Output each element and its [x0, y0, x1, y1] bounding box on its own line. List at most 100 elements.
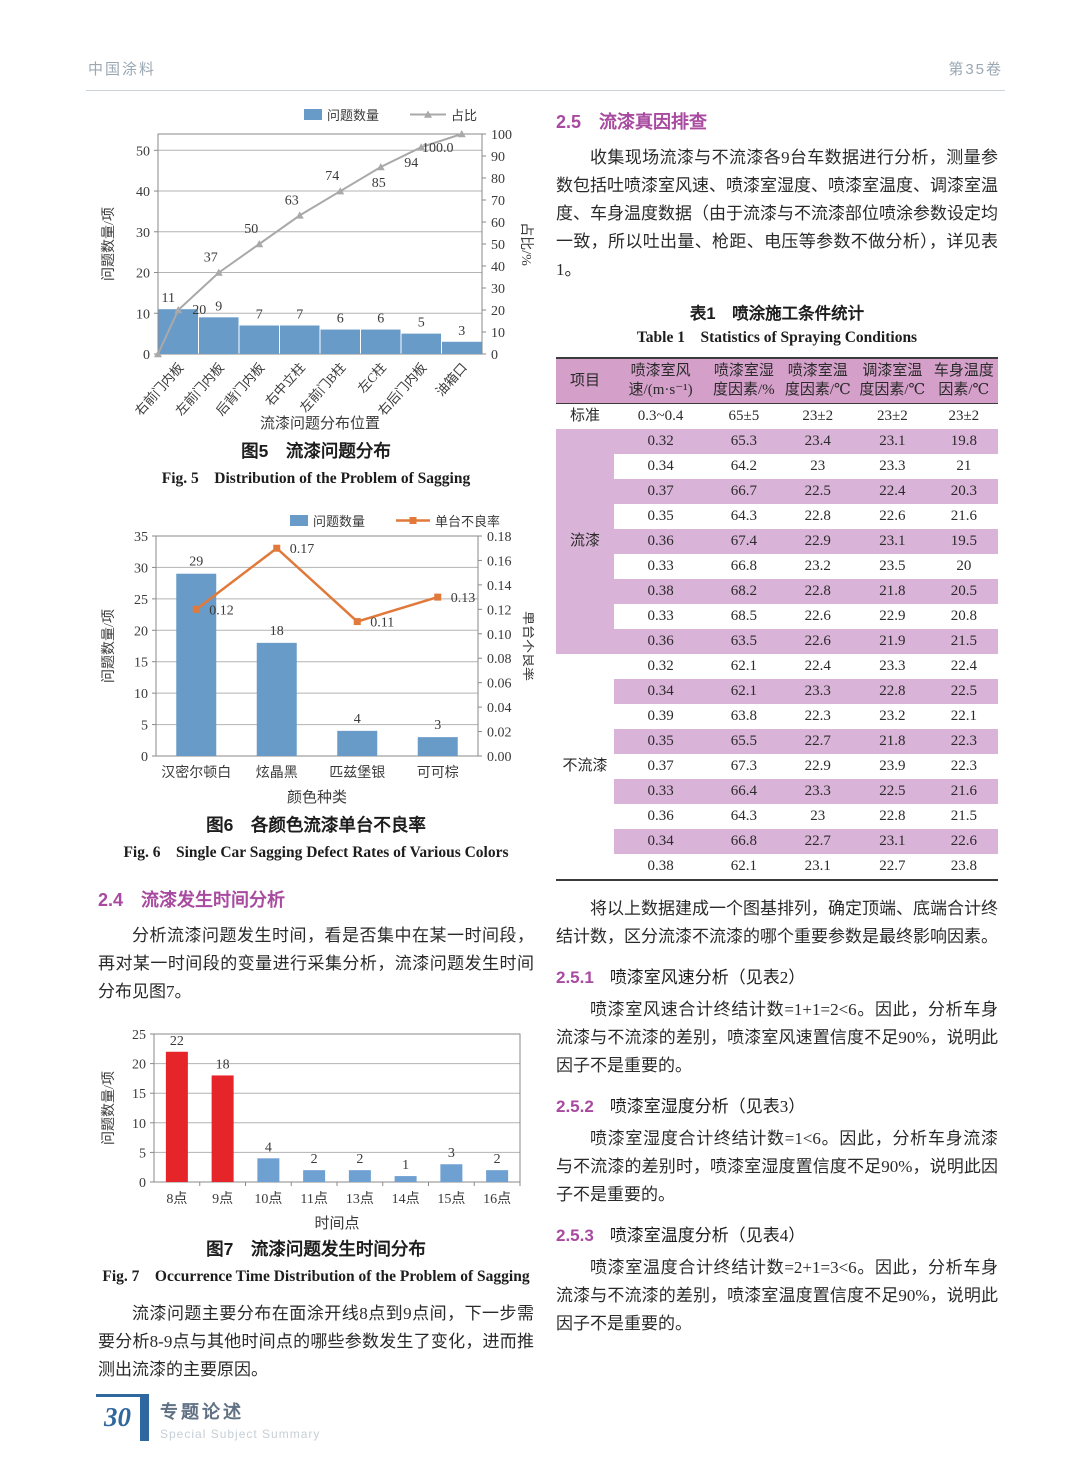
table-cell: 65.3	[707, 429, 781, 454]
volume-number: 第35卷	[948, 61, 1003, 78]
figure5-caption-en: Fig. 5 Distribution of the Problem of Sa…	[161, 470, 471, 487]
table-cell: 0.35	[647, 508, 674, 524]
svg-text:0.08: 0.08	[487, 652, 512, 667]
page-number: 30	[104, 1402, 131, 1432]
svg-text:80: 80	[491, 172, 505, 187]
table-row: 0.34 66.8 22.7 23.1 22.6	[556, 829, 998, 854]
svg-text:3: 3	[448, 1146, 455, 1161]
table-cell: 23	[810, 808, 826, 824]
table-row: 0.36 64.3 23 22.8 21.5	[556, 804, 998, 829]
table-cell: 23	[810, 458, 826, 474]
table-standard-row: 标准 0.3~0.4 65±5 23±2 23±2 23±2	[556, 404, 998, 430]
table-cell: 68.2	[707, 579, 781, 604]
svg-text:20: 20	[132, 1058, 146, 1073]
table-cell: 20.3	[929, 479, 998, 504]
table-row: 0.38 62.1 23.1 22.7 23.8	[556, 854, 998, 880]
table-cell: 22.4	[804, 658, 831, 674]
table-cell: 0.39	[647, 708, 674, 724]
svg-text:6: 6	[337, 312, 344, 327]
table-cell: 19.8	[929, 429, 998, 454]
svg-text:94: 94	[404, 156, 418, 171]
page-footer: 30 专题论述 Special Subject Summary	[96, 1394, 320, 1441]
svg-text:0.02: 0.02	[487, 726, 512, 741]
table-cell: 20.8	[950, 608, 977, 624]
svg-text:油箱口: 油箱口	[433, 360, 470, 399]
svg-text:6: 6	[377, 312, 384, 327]
section-2-5-number: 2.5	[556, 112, 582, 132]
figure7-caption-cn: 图7 流漆问题发生时间分布	[206, 1239, 426, 1259]
section-2-5-1-title: 喷漆室风速分析（见表2）	[609, 968, 806, 987]
svg-text:汉密尔顿白: 汉密尔顿白	[161, 764, 231, 781]
svg-text:问题数量/项: 问题数量/项	[101, 1071, 117, 1145]
table-cell: 23.3	[879, 658, 906, 674]
svg-text:9: 9	[215, 299, 222, 314]
svg-text:50: 50	[244, 222, 258, 237]
table-cell: 22.6	[879, 508, 906, 524]
table-cell: 22.7	[879, 858, 906, 874]
svg-text:18: 18	[216, 1057, 230, 1072]
table-cell: 22.6	[804, 608, 831, 624]
svg-text:占比/%: 占比/%	[518, 222, 534, 266]
section-2-5-title: 流漆真因排查	[599, 112, 708, 132]
table-cell: 22.4	[950, 658, 977, 674]
svg-text:7: 7	[296, 307, 303, 322]
svg-text:0.04: 0.04	[487, 701, 512, 716]
table-cell: 66.8	[730, 558, 757, 574]
table-row: 不流漆 0.32 62.1 22.4 23.3 22.4	[556, 654, 998, 774]
table-cell: 0.34	[647, 458, 674, 474]
svg-text:9点: 9点	[212, 1191, 233, 1207]
group-label: 流漆	[556, 429, 614, 654]
table-cell: 0.36	[614, 629, 708, 654]
left-column: 0 10 20 30 40 50 0 10 20 30 40 50 60 70 80 90 100 问题数量/项占…	[98, 104, 534, 1384]
svg-text:1: 1	[402, 1158, 409, 1173]
table-cell: 22.8	[855, 679, 930, 704]
table-column-header: 喷漆室湿度因素/%	[713, 363, 775, 398]
svg-text:70: 70	[491, 194, 505, 209]
left-closing-paragraph: 流漆问题主要分布在面涂开线8点到9点间，下一步需要分析8-9点与其他时间点的哪些…	[98, 1304, 534, 1379]
table-cell: 63.8	[730, 708, 757, 724]
svg-text:0.17: 0.17	[290, 542, 315, 557]
svg-text:4: 4	[354, 712, 361, 727]
svg-text:18: 18	[270, 624, 284, 639]
svg-text:左C柱: 左C柱	[355, 360, 389, 396]
svg-text:炫晶黑: 炫晶黑	[256, 765, 298, 781]
figure5-pareto-chart: 0 10 20 30 40 50 0 10 20 30 40 50 60 70 80 90 100 问题数量/项 占…	[101, 108, 534, 432]
svg-text:29: 29	[189, 555, 203, 570]
svg-text:0.13: 0.13	[451, 591, 476, 606]
table-column-header: 喷漆室风速/(m·s⁻¹)	[628, 363, 693, 398]
svg-text:15点: 15点	[437, 1191, 465, 1207]
section-2-5-3-heading: 2.5.3 喷漆室温度分析（见表4）	[556, 1221, 998, 1246]
table-row: 0.34 62.1 23.3 22.8 22.5	[556, 679, 998, 704]
svg-text:5: 5	[141, 719, 148, 734]
table-cell: 0.3~0.4	[637, 408, 684, 424]
svg-text:15: 15	[132, 1087, 146, 1102]
figure-6: 0 5 10 15 20 25 30 35 0.00 0.02 0.04 0.06 0.08 0.10 0.…	[98, 510, 534, 864]
section-2-5-3-number: 2.5.3	[556, 1226, 594, 1245]
table-row: 0.35 65.5 22.7 21.8 22.3	[556, 729, 998, 754]
svg-text:0.12: 0.12	[209, 603, 234, 618]
table-cell: 22.3	[929, 729, 998, 754]
svg-text:20: 20	[136, 267, 150, 282]
section-2-4-body: 分析流漆问题发生时间，看是否集中在某一时间段，再对某一时间段的变量进行采集分析，…	[98, 926, 534, 1001]
table-cell: 0.32	[647, 658, 674, 674]
figure7-caption-en: Fig. 7 Occurrence Time Distribution of t…	[102, 1268, 530, 1285]
svg-text:2: 2	[356, 1152, 363, 1167]
table-cell: 62.1	[707, 679, 781, 704]
svg-text:40: 40	[136, 185, 150, 200]
svg-text:30: 30	[134, 561, 148, 576]
svg-text:11: 11	[162, 291, 175, 306]
svg-text:100.0: 100.0	[422, 141, 454, 156]
svg-text:20: 20	[192, 303, 206, 318]
svg-text:可可棕: 可可棕	[417, 765, 459, 781]
svg-text:85: 85	[372, 176, 386, 191]
table-cell: 23.9	[879, 758, 906, 774]
svg-text:8点: 8点	[166, 1191, 187, 1207]
svg-text:0: 0	[491, 348, 498, 363]
section-2-5-1-number: 2.5.1	[556, 968, 594, 987]
row-label: 标准	[569, 408, 600, 424]
section-2-5-3-body: 喷漆室温度合计终结计数=2+1=3<6。因此，分析车身流漆与不流漆的差别，喷漆室…	[556, 1258, 998, 1333]
svg-text:0: 0	[141, 750, 148, 765]
table-cell: 66.4	[707, 779, 781, 804]
table-cell: 23.1	[855, 529, 930, 554]
table-row: 0.39 63.8 22.3 23.2 22.1	[556, 704, 998, 729]
